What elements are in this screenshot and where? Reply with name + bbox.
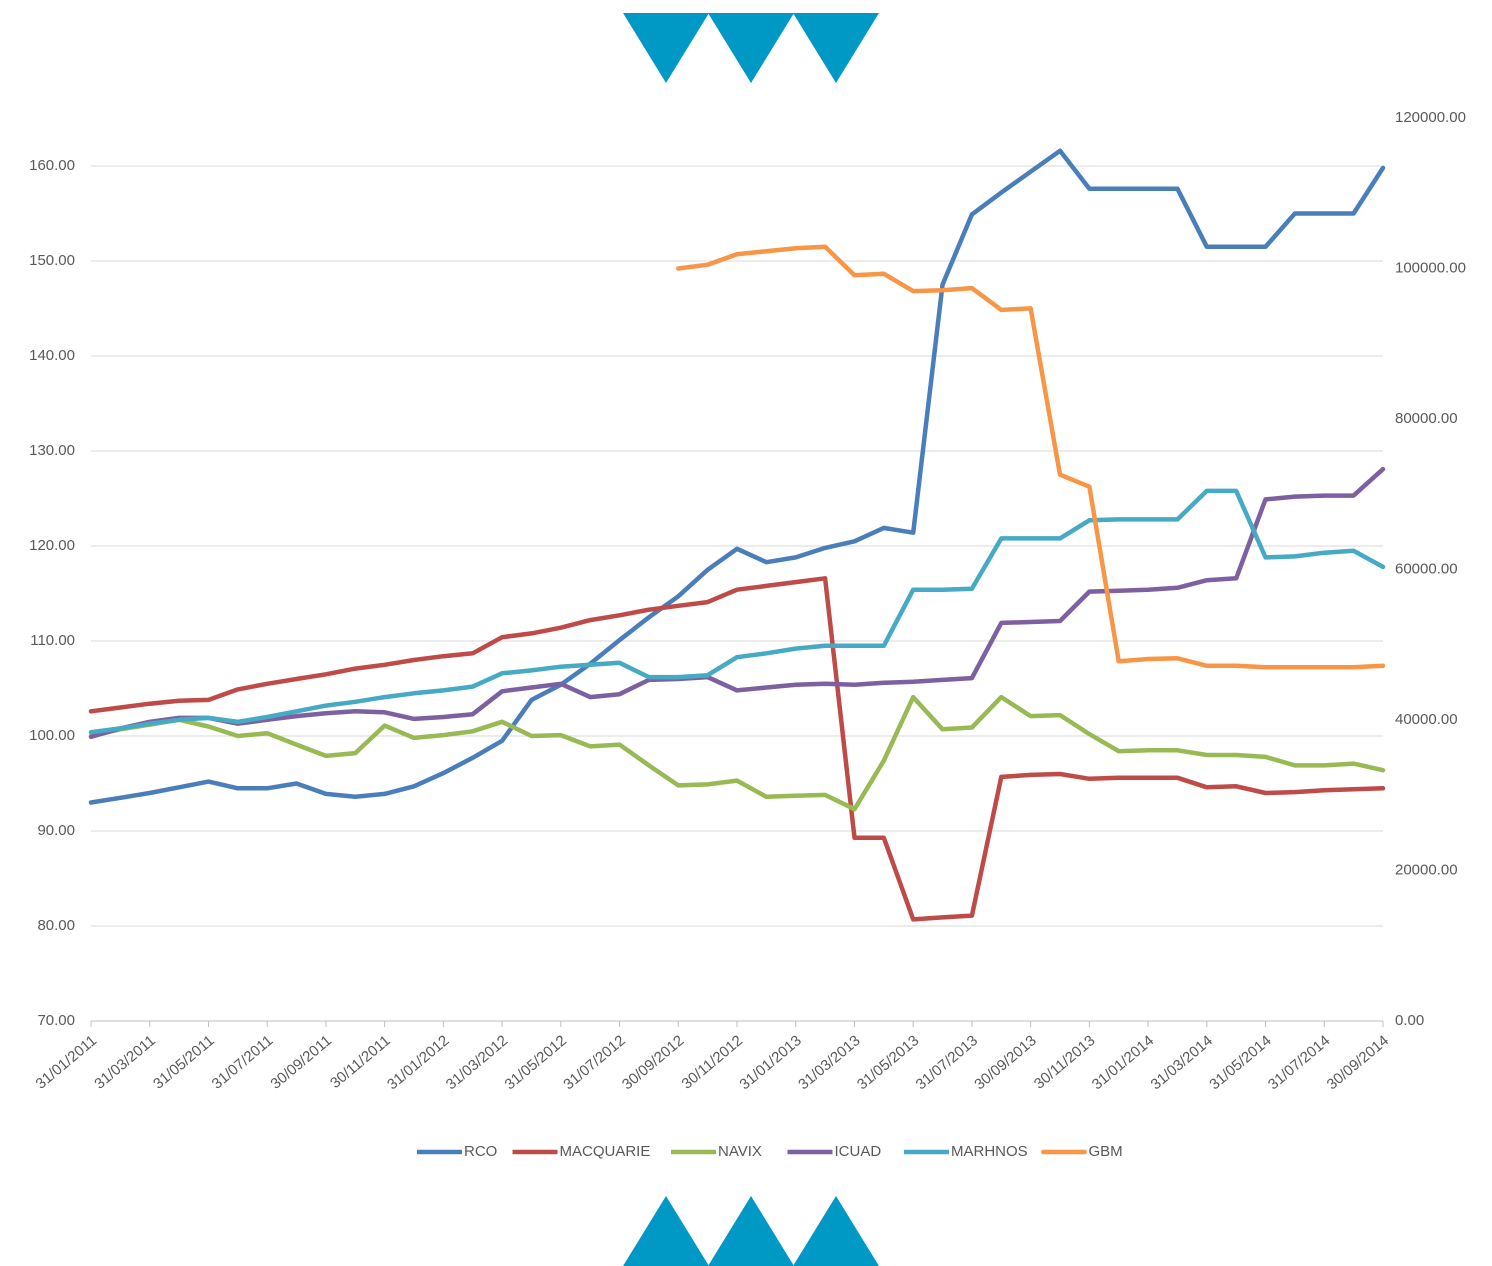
x-tick-label: 31/01/2013: [736, 1032, 804, 1093]
y-tick-label: 80.00: [37, 917, 75, 934]
x-tick-label: 30/11/2011: [327, 1032, 394, 1092]
x-tick-label: 31/05/2013: [854, 1032, 922, 1093]
x-tick-label: 31/05/2011: [150, 1032, 218, 1093]
y-tick-label: 120.00: [29, 537, 75, 554]
y2-tick-label: 0.00: [1395, 1012, 1424, 1029]
x-tick-label: 31/03/2011: [91, 1032, 159, 1093]
series-line: [88, 466, 1386, 740]
x-tick-label: 30/09/2011: [267, 1032, 335, 1093]
x-tick-label: 30/09/2014: [1324, 1032, 1392, 1093]
y2-tick-label: 20000.00: [1395, 861, 1458, 878]
legend-label: ICUAD: [835, 1143, 882, 1160]
legend-label: GBM: [1089, 1143, 1123, 1160]
y2-tick-label: 40000.00: [1395, 711, 1458, 728]
legend-item: RCO: [417, 1143, 497, 1160]
x-tick-label: 31/01/2011: [33, 1032, 101, 1093]
x-tick-label: 31/03/2012: [443, 1032, 511, 1093]
y-tick-label: 70.00: [37, 1012, 75, 1029]
x-tick-label: 31/05/2012: [501, 1032, 569, 1093]
y-tick-label: 90.00: [37, 822, 75, 839]
legend-item: NAVIX: [671, 1143, 762, 1160]
y-tick-label: 160.00: [29, 157, 75, 174]
y-tick-label: 150.00: [29, 252, 75, 269]
decor-bottom: [623, 1196, 879, 1266]
x-tick-label: 31/07/2014: [1265, 1032, 1333, 1093]
series-line: [676, 244, 1386, 670]
x-tick-label: 31/05/2014: [1206, 1032, 1274, 1093]
x-tick-label: 30/09/2013: [971, 1032, 1039, 1093]
legend-label: NAVIX: [718, 1143, 762, 1160]
y-tick-label: 140.00: [29, 347, 75, 364]
legend-item: ICUAD: [787, 1143, 882, 1160]
triangle: [793, 1196, 879, 1266]
triangle: [623, 13, 709, 83]
y-tick-label: 110.00: [30, 632, 75, 649]
decor-top: [623, 13, 879, 83]
x-tick-label: 30/11/2012: [679, 1032, 747, 1093]
x-tick-label: 31/03/2014: [1147, 1032, 1215, 1093]
legend-item: GBM: [1041, 1143, 1123, 1160]
triangle: [708, 1196, 794, 1266]
x-tick-label: 31/07/2012: [560, 1032, 628, 1093]
y2-tick-label: 120000.00: [1395, 109, 1466, 126]
x-tick-label: 31/03/2013: [795, 1032, 863, 1093]
legend-label: RCO: [464, 1143, 497, 1160]
legend-label: MARHNOS: [951, 1143, 1028, 1160]
x-tick-label: 31/01/2014: [1089, 1032, 1157, 1093]
series-line: [88, 694, 1386, 812]
series-line: [88, 148, 1386, 805]
triangle: [793, 13, 879, 83]
legend-item: MARHNOS: [904, 1143, 1028, 1160]
x-tick-label: 30/11/2013: [1031, 1032, 1099, 1093]
y2-tick-label: 100000.00: [1395, 259, 1466, 276]
x-tick-label: 30/09/2012: [619, 1032, 687, 1093]
y-tick-label: 100.00: [29, 727, 75, 744]
x-tick-label: 31/07/2013: [913, 1032, 981, 1093]
y2-tick-label: 60000.00: [1395, 560, 1458, 577]
x-tick-label: 31/01/2012: [384, 1032, 452, 1093]
series-line: [88, 488, 1386, 735]
triangle: [708, 13, 794, 83]
legend-item: MACQUARIE: [512, 1143, 651, 1160]
y-tick-label: 130.00: [29, 442, 75, 459]
y2-tick-label: 80000.00: [1395, 410, 1458, 427]
x-tick-label: 31/07/2011: [209, 1032, 277, 1093]
triangle: [623, 1196, 709, 1266]
legend-label: MACQUARIE: [560, 1143, 651, 1160]
series-line: [88, 576, 1386, 922]
